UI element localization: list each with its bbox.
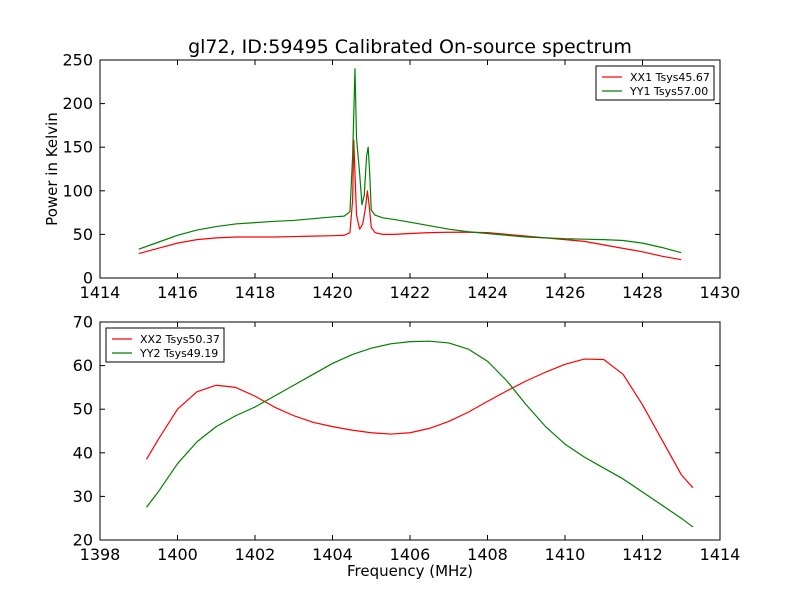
series-line-0-1 <box>138 68 682 254</box>
y-tick-label: 50 <box>73 225 93 244</box>
x-tick-label: 1426 <box>545 283 586 302</box>
x-tick-label: 1414 <box>700 545 741 564</box>
y-tick-label: 0 <box>83 269 93 288</box>
x-tick-label: 1418 <box>235 283 276 302</box>
legend-entry: YY2 Tsys49.19 <box>139 347 218 360</box>
x-axis-label: Frequency (MHz) <box>347 562 473 580</box>
y-tick-label: 60 <box>73 356 93 375</box>
chart-title: gl72, ID:59495 Calibrated On-source spec… <box>188 36 632 58</box>
x-tick-label: 1412 <box>622 545 663 564</box>
x-tick-label: 1400 <box>157 545 198 564</box>
legend-entry: YY1 Tsys57.00 <box>629 85 708 98</box>
x-tick-label: 1408 <box>467 545 508 564</box>
y-tick-label: 40 <box>73 443 93 462</box>
y-tick-label: 200 <box>62 94 93 113</box>
x-tick-label: 1404 <box>312 545 353 564</box>
top-panel: 1414 1416 1418 1420 1422 1424 1426 1428 1430 0 50 1… <box>43 51 740 303</box>
x-tick-label: 1410 <box>545 545 586 564</box>
y-tick-label: 30 <box>73 487 93 506</box>
y-tick-label: 250 <box>62 51 93 70</box>
x-tick-label: 1424 <box>467 283 508 302</box>
x-tick-label: 1402 <box>235 545 276 564</box>
x-tick-label: 1420 <box>312 283 353 302</box>
series-line-0-0 <box>138 139 682 261</box>
x-tick-label: 1428 <box>622 283 663 302</box>
legend-box <box>105 327 225 363</box>
x-tick-label: 1430 <box>700 283 741 302</box>
bottom-panel: 1398 1400 1402 1404 1406 1408 1410 1412 1414 20 30… <box>73 313 741 565</box>
legend-entry: XX1 Tsys45.67 <box>630 71 710 84</box>
y-tick-label: 150 <box>62 138 93 157</box>
series-line-1-0 <box>145 358 694 489</box>
y-tick-label: 20 <box>73 531 93 550</box>
x-tick-label: 1416 <box>157 283 198 302</box>
x-tick-label: 1406 <box>390 545 431 564</box>
x-tick-label: 1422 <box>390 283 431 302</box>
series-line-1-1 <box>146 340 694 528</box>
legend-box <box>595 65 715 101</box>
x-tick-label: 1398 <box>80 545 121 564</box>
y-tick-label: 50 <box>73 400 93 419</box>
x-tick-label: 1414 <box>80 283 121 302</box>
legend-entry: XX2 Tsys50.37 <box>140 333 220 346</box>
y-axis-label: Power in Kelvin <box>43 112 61 226</box>
y-tick-label: 100 <box>62 181 93 200</box>
y-tick-label: 70 <box>73 313 93 332</box>
